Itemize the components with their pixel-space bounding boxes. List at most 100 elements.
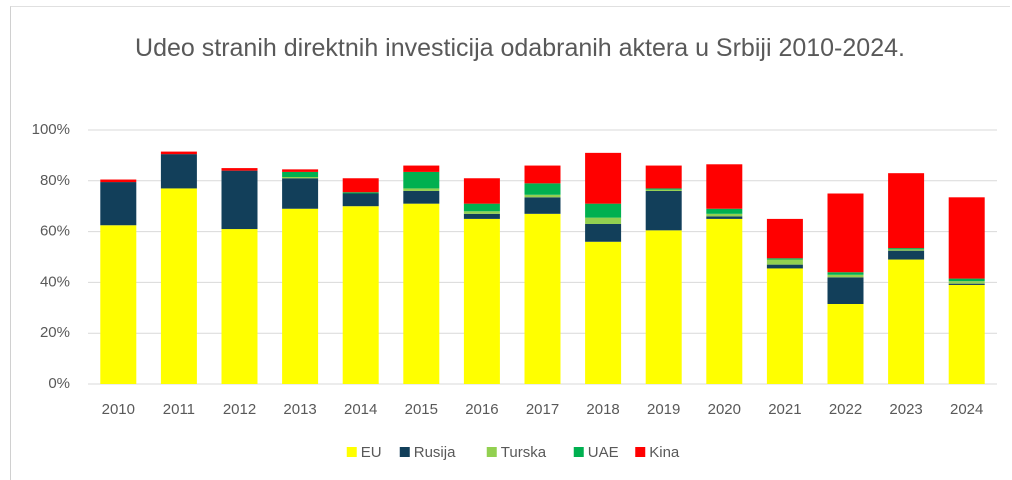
bar-segment: [221, 229, 258, 384]
bar-segment: [524, 165, 561, 184]
y-tick-label: 20%: [40, 324, 70, 341]
card: [10, 6, 1010, 480]
bar-segment: [160, 154, 197, 189]
legend-swatch: [486, 447, 497, 457]
x-tick-label: 2020: [708, 401, 741, 418]
bar-segment: [585, 241, 622, 384]
x-tick-label: 2012: [223, 401, 256, 418]
bar-segment: [827, 277, 864, 304]
bar-segment: [403, 190, 440, 204]
bar-segment: [766, 264, 803, 269]
x-tick-label: 2018: [586, 401, 619, 418]
bar-segment: [463, 203, 500, 212]
x-tick-label: 2013: [283, 401, 316, 418]
bar-segment: [403, 171, 440, 189]
bar-segment: [160, 188, 197, 384]
bar-segment: [463, 218, 500, 384]
bar-segment: [221, 168, 258, 171]
bar-segment: [585, 152, 622, 204]
bar-segment: [160, 151, 197, 155]
bar-segment: [463, 178, 500, 204]
y-tick-label: 60%: [40, 223, 70, 240]
bar-segment: [282, 208, 319, 384]
bar-segment: [948, 278, 985, 282]
bar-segment: [342, 193, 379, 207]
legend-swatch: [573, 447, 584, 457]
bar-segment: [463, 211, 500, 214]
bar-segment: [524, 197, 561, 214]
legend-swatch: [346, 447, 357, 457]
bar-segment: [100, 179, 137, 183]
bar-segment: [645, 189, 682, 191]
bar-segment: [766, 258, 803, 260]
x-tick-label: 2016: [465, 401, 498, 418]
bar-segment: [342, 192, 379, 194]
y-tick-label: 100%: [32, 121, 70, 138]
bar-segment: [524, 213, 561, 384]
bar-segment: [282, 178, 319, 209]
bar-segment: [585, 223, 622, 242]
x-tick-label: 2023: [889, 401, 922, 418]
bar-segment: [645, 188, 682, 190]
bar-segment: [766, 268, 803, 384]
legend-label: UAE: [588, 444, 619, 461]
bar-segment: [948, 281, 985, 284]
bar-segment: [524, 183, 561, 195]
bar-segment: [645, 165, 682, 189]
x-tick-label: 2015: [405, 401, 438, 418]
bar-segment: [282, 171, 319, 177]
bar-segment: [706, 208, 743, 214]
x-tick-label: 2019: [647, 401, 680, 418]
bar-segment: [403, 165, 440, 172]
x-tick-label: 2014: [344, 401, 377, 418]
bar-segment: [888, 259, 925, 384]
bar-segment: [524, 194, 561, 198]
legend-label: Turska: [501, 444, 547, 461]
x-tick-label: 2022: [829, 401, 862, 418]
bar-segment: [645, 230, 682, 384]
bar-segment: [827, 272, 864, 275]
bar-segment: [645, 190, 682, 231]
y-tick-label: 40%: [40, 273, 70, 290]
bar-segment: [706, 164, 743, 209]
bar-segment: [766, 218, 803, 259]
bar-segment: [585, 203, 622, 218]
y-tick-label: 0%: [48, 375, 70, 392]
bar-segment: [948, 197, 985, 279]
x-tick-label: 2010: [102, 401, 135, 418]
x-tick-label: 2024: [950, 401, 983, 418]
bar-segment: [948, 284, 985, 384]
bar-segment: [888, 248, 925, 250]
bar-segment: [342, 178, 379, 193]
legend-swatch: [399, 447, 410, 457]
legend-swatch: [635, 447, 646, 457]
bar-segment: [766, 259, 803, 265]
bar-segment: [827, 193, 864, 273]
legend-label: EU: [361, 444, 382, 461]
bar-segment: [403, 203, 440, 384]
bar-segment: [100, 225, 137, 384]
bar-segment: [100, 182, 137, 226]
bar-segment: [827, 303, 864, 384]
bar-segment: [888, 249, 925, 251]
bar-segment: [463, 213, 500, 219]
bar-segment: [706, 213, 743, 217]
bar-segment: [221, 170, 258, 230]
bar-segment: [827, 274, 864, 278]
bar-segment: [342, 206, 379, 384]
bar-segment: [888, 173, 925, 249]
x-tick-label: 2011: [163, 401, 195, 418]
x-tick-label: 2021: [768, 401, 801, 418]
bar-segment: [706, 216, 743, 219]
legend-label: Kina: [649, 444, 680, 461]
bar-segment: [282, 176, 319, 179]
bar-segment: [403, 188, 440, 191]
bar-segment: [888, 250, 925, 260]
legend-label: Rusija: [414, 444, 456, 461]
bar-segment: [948, 283, 985, 285]
y-tick-label: 80%: [40, 172, 70, 189]
chart-title: Udeo stranih direktnih investicija odabr…: [135, 34, 905, 62]
x-tick-label: 2017: [526, 401, 559, 418]
bar-segment: [706, 218, 743, 384]
